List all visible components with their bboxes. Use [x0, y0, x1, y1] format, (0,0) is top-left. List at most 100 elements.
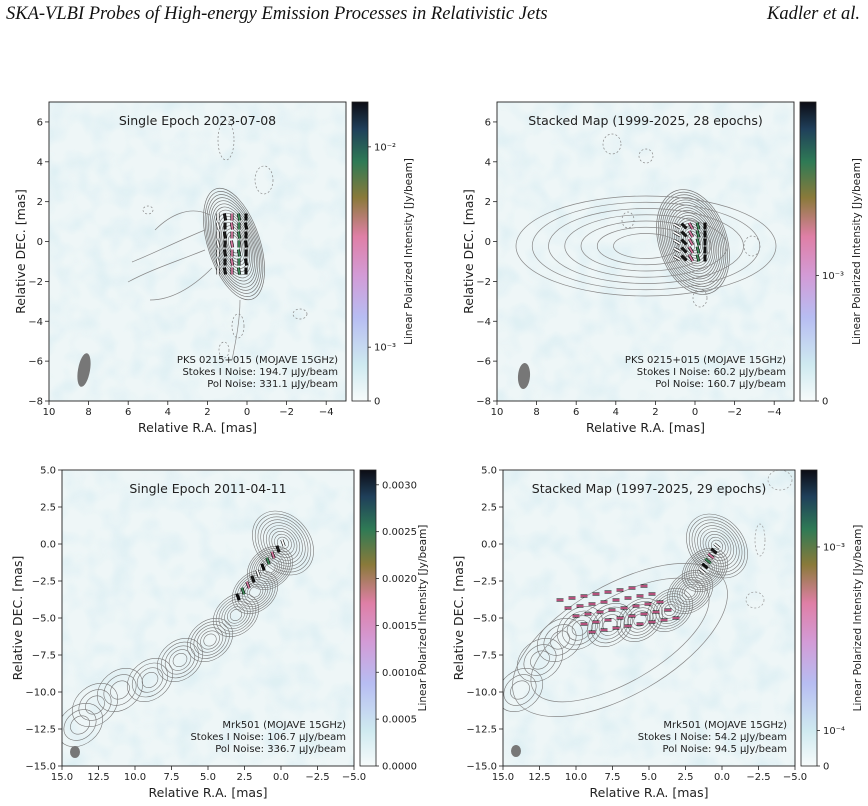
jet-contours: [503, 470, 793, 717]
panel-info-line: PKS 0215+015 (MOJAVE 15GHz): [177, 355, 338, 366]
polarization-vector: [260, 563, 266, 571]
colorbar: [359, 469, 377, 767]
colorbar-tick-label: 0.0030: [382, 480, 417, 491]
jet-contours: [127, 119, 308, 361]
polarized-intensity-field: [49, 102, 346, 401]
polarization-vector: [237, 267, 241, 275]
polarization-vector: [707, 553, 715, 559]
polarization-vector: [688, 238, 694, 246]
polarization-vector: [237, 213, 241, 221]
y-tick-label: −5.0: [473, 614, 497, 625]
polarization-vector: [244, 240, 248, 248]
polarization-vector: [216, 258, 220, 266]
x-tick-label: 10.0: [124, 772, 146, 783]
x-tick-label: 7.5: [164, 772, 180, 783]
axes-frame: [48, 101, 347, 402]
y-tick-label: 2.5: [40, 503, 56, 514]
x-tick-label: 8: [533, 407, 539, 418]
polarization-vector: [237, 231, 241, 239]
polarization-vector: [688, 222, 694, 230]
polarization-vector: [696, 254, 700, 262]
colorbar-tick-label: 0.0020: [382, 574, 417, 585]
y-tick-label: −7.5: [473, 651, 497, 662]
polarization-vector: [713, 543, 721, 549]
panel-info-line: Stokes I Noise: 54.2 µJy/beam: [638, 732, 787, 743]
y-tick-label: −15.0: [25, 762, 56, 773]
x-tick-label: 6: [573, 407, 579, 418]
colorbar-tick-label: 10⁻³: [822, 271, 844, 282]
panel-info-line: Mrk501 (MOJAVE 15GHz): [663, 720, 787, 731]
panel-info-line: Pol Noise: 160.7 µJy/beam: [655, 379, 786, 390]
colorbar-tick-label: 0.0015: [382, 621, 417, 632]
beam-ellipse: [77, 353, 91, 387]
polarization-vector: [673, 255, 681, 261]
x-tick-label: 2.5: [237, 772, 253, 783]
polarization-vector: [223, 231, 227, 239]
colorbar-tick-label: 10⁻³: [374, 343, 396, 354]
polarization-vector: [230, 258, 234, 266]
x-tick-label: 8: [85, 407, 91, 418]
polarization-vector: [216, 240, 220, 248]
x-axis-label: Relative R.A. [mas]: [590, 785, 709, 800]
map-panel-2: 10 8 6 4 2 0 −2 −4 −8 −6 −4 −2 0 2 4 6 Relative R.A. [ma…: [461, 101, 863, 435]
x-axis-label: Relative R.A. [mas]: [149, 785, 268, 800]
y-tick-label: −4: [28, 317, 43, 328]
x-tick-label: −5.0: [783, 772, 807, 783]
x-tick-label: 2: [204, 407, 210, 418]
colorbar-tick-label: 10⁻⁴: [823, 726, 845, 737]
polarization-vector: [230, 240, 234, 248]
x-tick-label: 0.0: [714, 772, 730, 783]
colorbar-label: Linear Polarized Intensity [Jy/beam]: [403, 158, 415, 345]
polarized-intensity-field: [497, 102, 794, 401]
y-tick-label: −10.0: [466, 688, 497, 699]
colorbar-tick-label: 0.0000: [382, 762, 417, 773]
panel-title: Stacked Map (1999-2025, 28 epochs): [528, 113, 762, 128]
polarization-vector: [696, 222, 700, 230]
beam-ellipse: [517, 363, 531, 389]
x-tick-label: 12.5: [87, 772, 109, 783]
x-tick-label: −5.0: [342, 772, 366, 783]
y-tick-label: −4: [476, 317, 491, 328]
x-tick-label: −4: [319, 407, 334, 418]
y-tick-label: −6: [28, 357, 43, 368]
colorbar-tick-label: 0: [823, 762, 829, 773]
x-tick-label: 6: [125, 407, 131, 418]
y-tick-label: 4: [485, 157, 491, 168]
y-tick-label: 5.0: [481, 466, 497, 477]
x-tick-label: 4: [165, 407, 171, 418]
y-tick-label: 5.0: [40, 466, 56, 477]
polarization-vector: [680, 230, 688, 238]
polarization-vector: [255, 569, 261, 577]
x-tick-label: 0: [244, 407, 250, 418]
polarization-vector: [237, 249, 241, 257]
polarization-vector: [216, 222, 220, 230]
polarization-vector: [696, 230, 700, 238]
panel-info-line: Stokes I Noise: 106.7 µJy/beam: [190, 732, 346, 743]
map-panel-1: 10 8 6 4 2 0 −2 −4 −8 −6 −4 −2 0 2 4 6 Relative R.A. [ma…: [13, 101, 415, 435]
polarization-vector: [688, 230, 694, 238]
running-header-title: SKA-VLBI Probes of High-energy Emission …: [6, 4, 548, 24]
x-tick-label: −2.5: [746, 772, 770, 783]
colorbar-label: Linear Polarized Intensity [Jy/beam]: [417, 525, 429, 712]
polarization-vector: [270, 551, 276, 559]
polarization-vector: [698, 568, 706, 574]
polarization-vector: [673, 239, 681, 245]
panel-info-line: Stokes I Noise: 194.7 µJy/beam: [182, 367, 338, 378]
polarization-vector: [688, 254, 694, 262]
polarization-vectors: [235, 539, 286, 601]
polarization-vectors: [215, 213, 249, 275]
running-header-author: Kadler et al.: [766, 4, 860, 24]
polarization-vector: [696, 246, 700, 254]
y-tick-label: −8: [476, 397, 491, 408]
y-tick-label: −2: [476, 277, 491, 288]
x-tick-label: 2.5: [678, 772, 694, 783]
jet-contours: [515, 133, 777, 308]
polarization-vectors: [556, 542, 721, 634]
polarization-vector: [244, 258, 248, 266]
panel-title: Single Epoch 2023-07-08: [119, 113, 276, 128]
polarization-vector: [230, 222, 234, 230]
axes-frame: [496, 101, 795, 402]
panel-info-line: Pol Noise: 331.1 µJy/beam: [207, 379, 338, 390]
y-tick-label: −12.5: [25, 725, 56, 736]
